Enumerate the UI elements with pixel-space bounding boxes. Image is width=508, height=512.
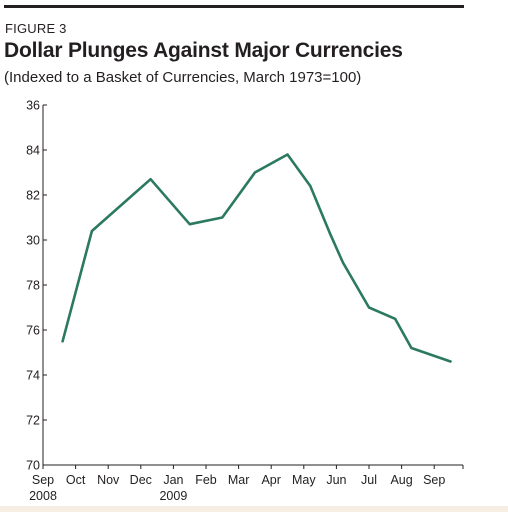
y-tick-label: 30 (26, 234, 40, 248)
y-tick-label: 36 (26, 99, 40, 113)
series-line (61, 153, 452, 363)
y-tick-label: 74 (26, 369, 40, 383)
x-tick-label: Mar (228, 473, 250, 487)
x-tick-year-label: 2009 (159, 489, 187, 503)
top-rule (4, 5, 464, 8)
bottom-band (0, 506, 508, 512)
x-tick-label: Nov (97, 473, 120, 487)
chart-title: Dollar Plunges Against Major Currencies (4, 39, 403, 62)
chart-subtitle: (Indexed to a Basket of Currencies, Marc… (4, 69, 362, 86)
y-tick-label: 76 (26, 324, 40, 338)
x-tick-label: Dec (130, 473, 152, 487)
x-tick-label: Jun (326, 473, 346, 487)
axes: 70 72 74 76 78 30 82 84 36 Sep 2008 Oct Nov Dec Jan 200… (26, 99, 464, 503)
y-tick-label: 72 (26, 414, 40, 428)
x-tick-label: Sep (423, 473, 445, 487)
x-tick-year-label: 2008 (29, 489, 57, 503)
x-tick-label: Sep (32, 473, 54, 487)
figure-label: FIGURE 3 (5, 21, 67, 36)
x-tick-label: Aug (390, 473, 412, 487)
x-tick-label: May (292, 473, 316, 487)
y-tick-label: 82 (26, 189, 40, 203)
x-tick-label: Apr (261, 473, 280, 487)
x-tick-label: Feb (195, 473, 217, 487)
x-tick-label: Jul (361, 473, 377, 487)
y-tick-label: 78 (26, 279, 40, 293)
y-tick-label: 70 (26, 459, 40, 473)
x-tick-label: Jan (163, 473, 183, 487)
series-layer (61, 153, 452, 363)
x-tick-label: Oct (66, 473, 86, 487)
y-tick-label: 84 (26, 144, 40, 158)
